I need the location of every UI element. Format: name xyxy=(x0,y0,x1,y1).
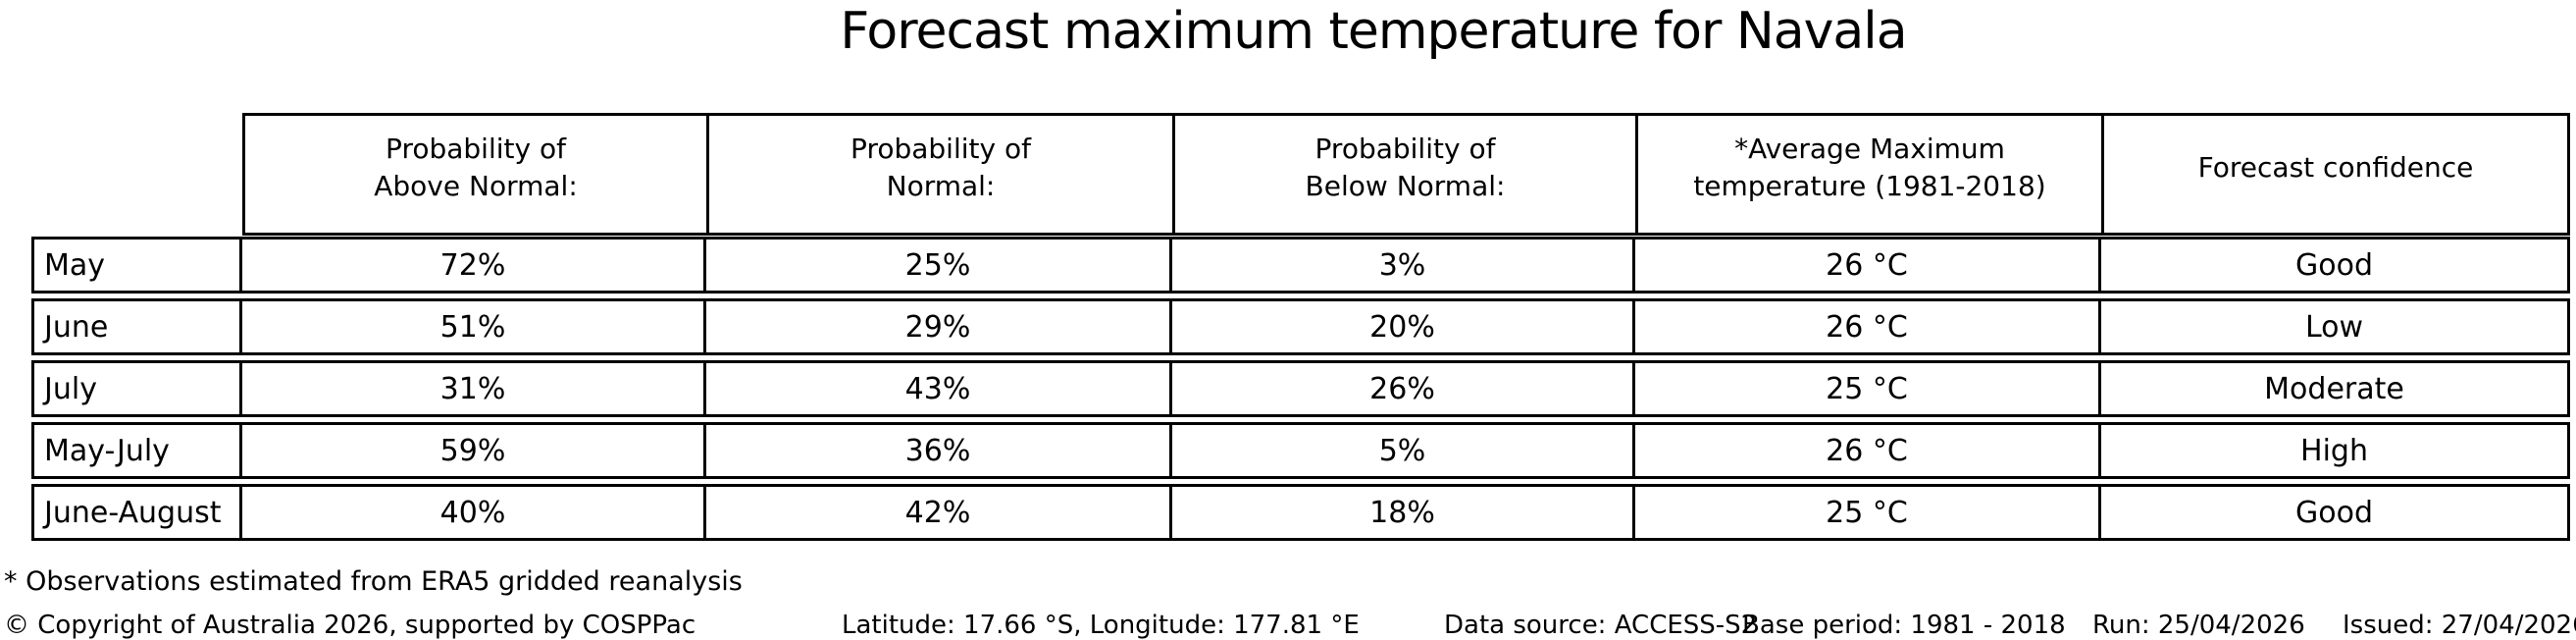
cell-above-normal: 31% xyxy=(242,363,706,414)
row-label: May-July xyxy=(34,425,242,476)
column-header-above-normal: Probability of Above Normal: xyxy=(245,116,709,233)
cell-forecast-confidence: Low xyxy=(2304,309,2364,345)
cell-above-normal: 51% xyxy=(242,301,706,352)
footer-data-source: Data source: ACCESS-S2 xyxy=(1444,611,1758,640)
row-label: June xyxy=(34,301,242,352)
cell-below-normal: 20% xyxy=(1172,301,1635,352)
cell-above-normal: 40% xyxy=(242,487,706,538)
column-header-below-normal: Probability of Below Normal: xyxy=(1175,116,1638,233)
column-header-normal: Probability of Normal: xyxy=(709,116,1175,233)
cell-average-max-temperature: 26 °C xyxy=(1635,425,2101,476)
table-row-may-july: May-July 59% 36% 5% 26 °C High xyxy=(31,422,2570,479)
cell-average-max-temperature: 25 °C xyxy=(1635,487,2101,538)
row-label: May xyxy=(34,240,242,291)
footer-location: Latitude: 17.66 °S, Longitude: 177.81 °E xyxy=(842,611,1360,640)
table-row-may: May 72% 25% 3% 26 °C Good xyxy=(31,237,2570,293)
cell-normal: 36% xyxy=(706,425,1172,476)
column-header-forecast-confidence: Forecast confidence xyxy=(2197,150,2474,184)
footer-copyright: © Copyright of Australia 2026, supported… xyxy=(4,611,696,640)
table-row-july: July 31% 43% 26% 25 °C Moderate xyxy=(31,360,2570,417)
cell-forecast-confidence: High xyxy=(2300,433,2368,468)
footnote: * Observations estimated from ERA5 gridd… xyxy=(4,566,743,597)
footer-issued-date: Issued: 27/04/2026 xyxy=(2343,611,2576,640)
column-header-average-max-temperature: *Average Maximum temperature (1981-2018) xyxy=(1638,116,2104,233)
cell-above-normal: 59% xyxy=(242,425,706,476)
cell-average-max-temperature: 25 °C xyxy=(1635,363,2101,414)
cell-below-normal: 26% xyxy=(1172,363,1635,414)
footer-run-date: Run: 25/04/2026 xyxy=(2092,611,2305,640)
cell-below-normal: 18% xyxy=(1172,487,1635,538)
cell-below-normal: 5% xyxy=(1172,425,1635,476)
table-row-june-august: June-August 40% 42% 18% 25 °C Good xyxy=(31,484,2570,541)
row-label: July xyxy=(34,363,242,414)
footer-base-period: Base period: 1981 - 2018 xyxy=(1742,611,2066,640)
cell-normal: 29% xyxy=(706,301,1172,352)
cell-forecast-confidence: Moderate xyxy=(2264,371,2404,406)
cell-average-max-temperature: 26 °C xyxy=(1635,301,2101,352)
cell-average-max-temperature: 26 °C xyxy=(1635,240,2101,291)
row-label: June-August xyxy=(34,487,242,538)
cell-normal: 25% xyxy=(706,240,1172,291)
cell-above-normal: 72% xyxy=(242,240,706,291)
cell-forecast-confidence: Good xyxy=(2295,495,2373,530)
table-header-row: Probability of Above Normal: Probability… xyxy=(242,113,2570,236)
cell-normal: 43% xyxy=(706,363,1172,414)
cell-below-normal: 3% xyxy=(1172,240,1635,291)
cell-forecast-confidence: Good xyxy=(2295,247,2373,283)
page-title: Forecast maximum temperature for Navala xyxy=(840,2,1907,61)
table-row-june: June 51% 29% 20% 26 °C Low xyxy=(31,298,2570,355)
cell-normal: 42% xyxy=(706,487,1172,538)
